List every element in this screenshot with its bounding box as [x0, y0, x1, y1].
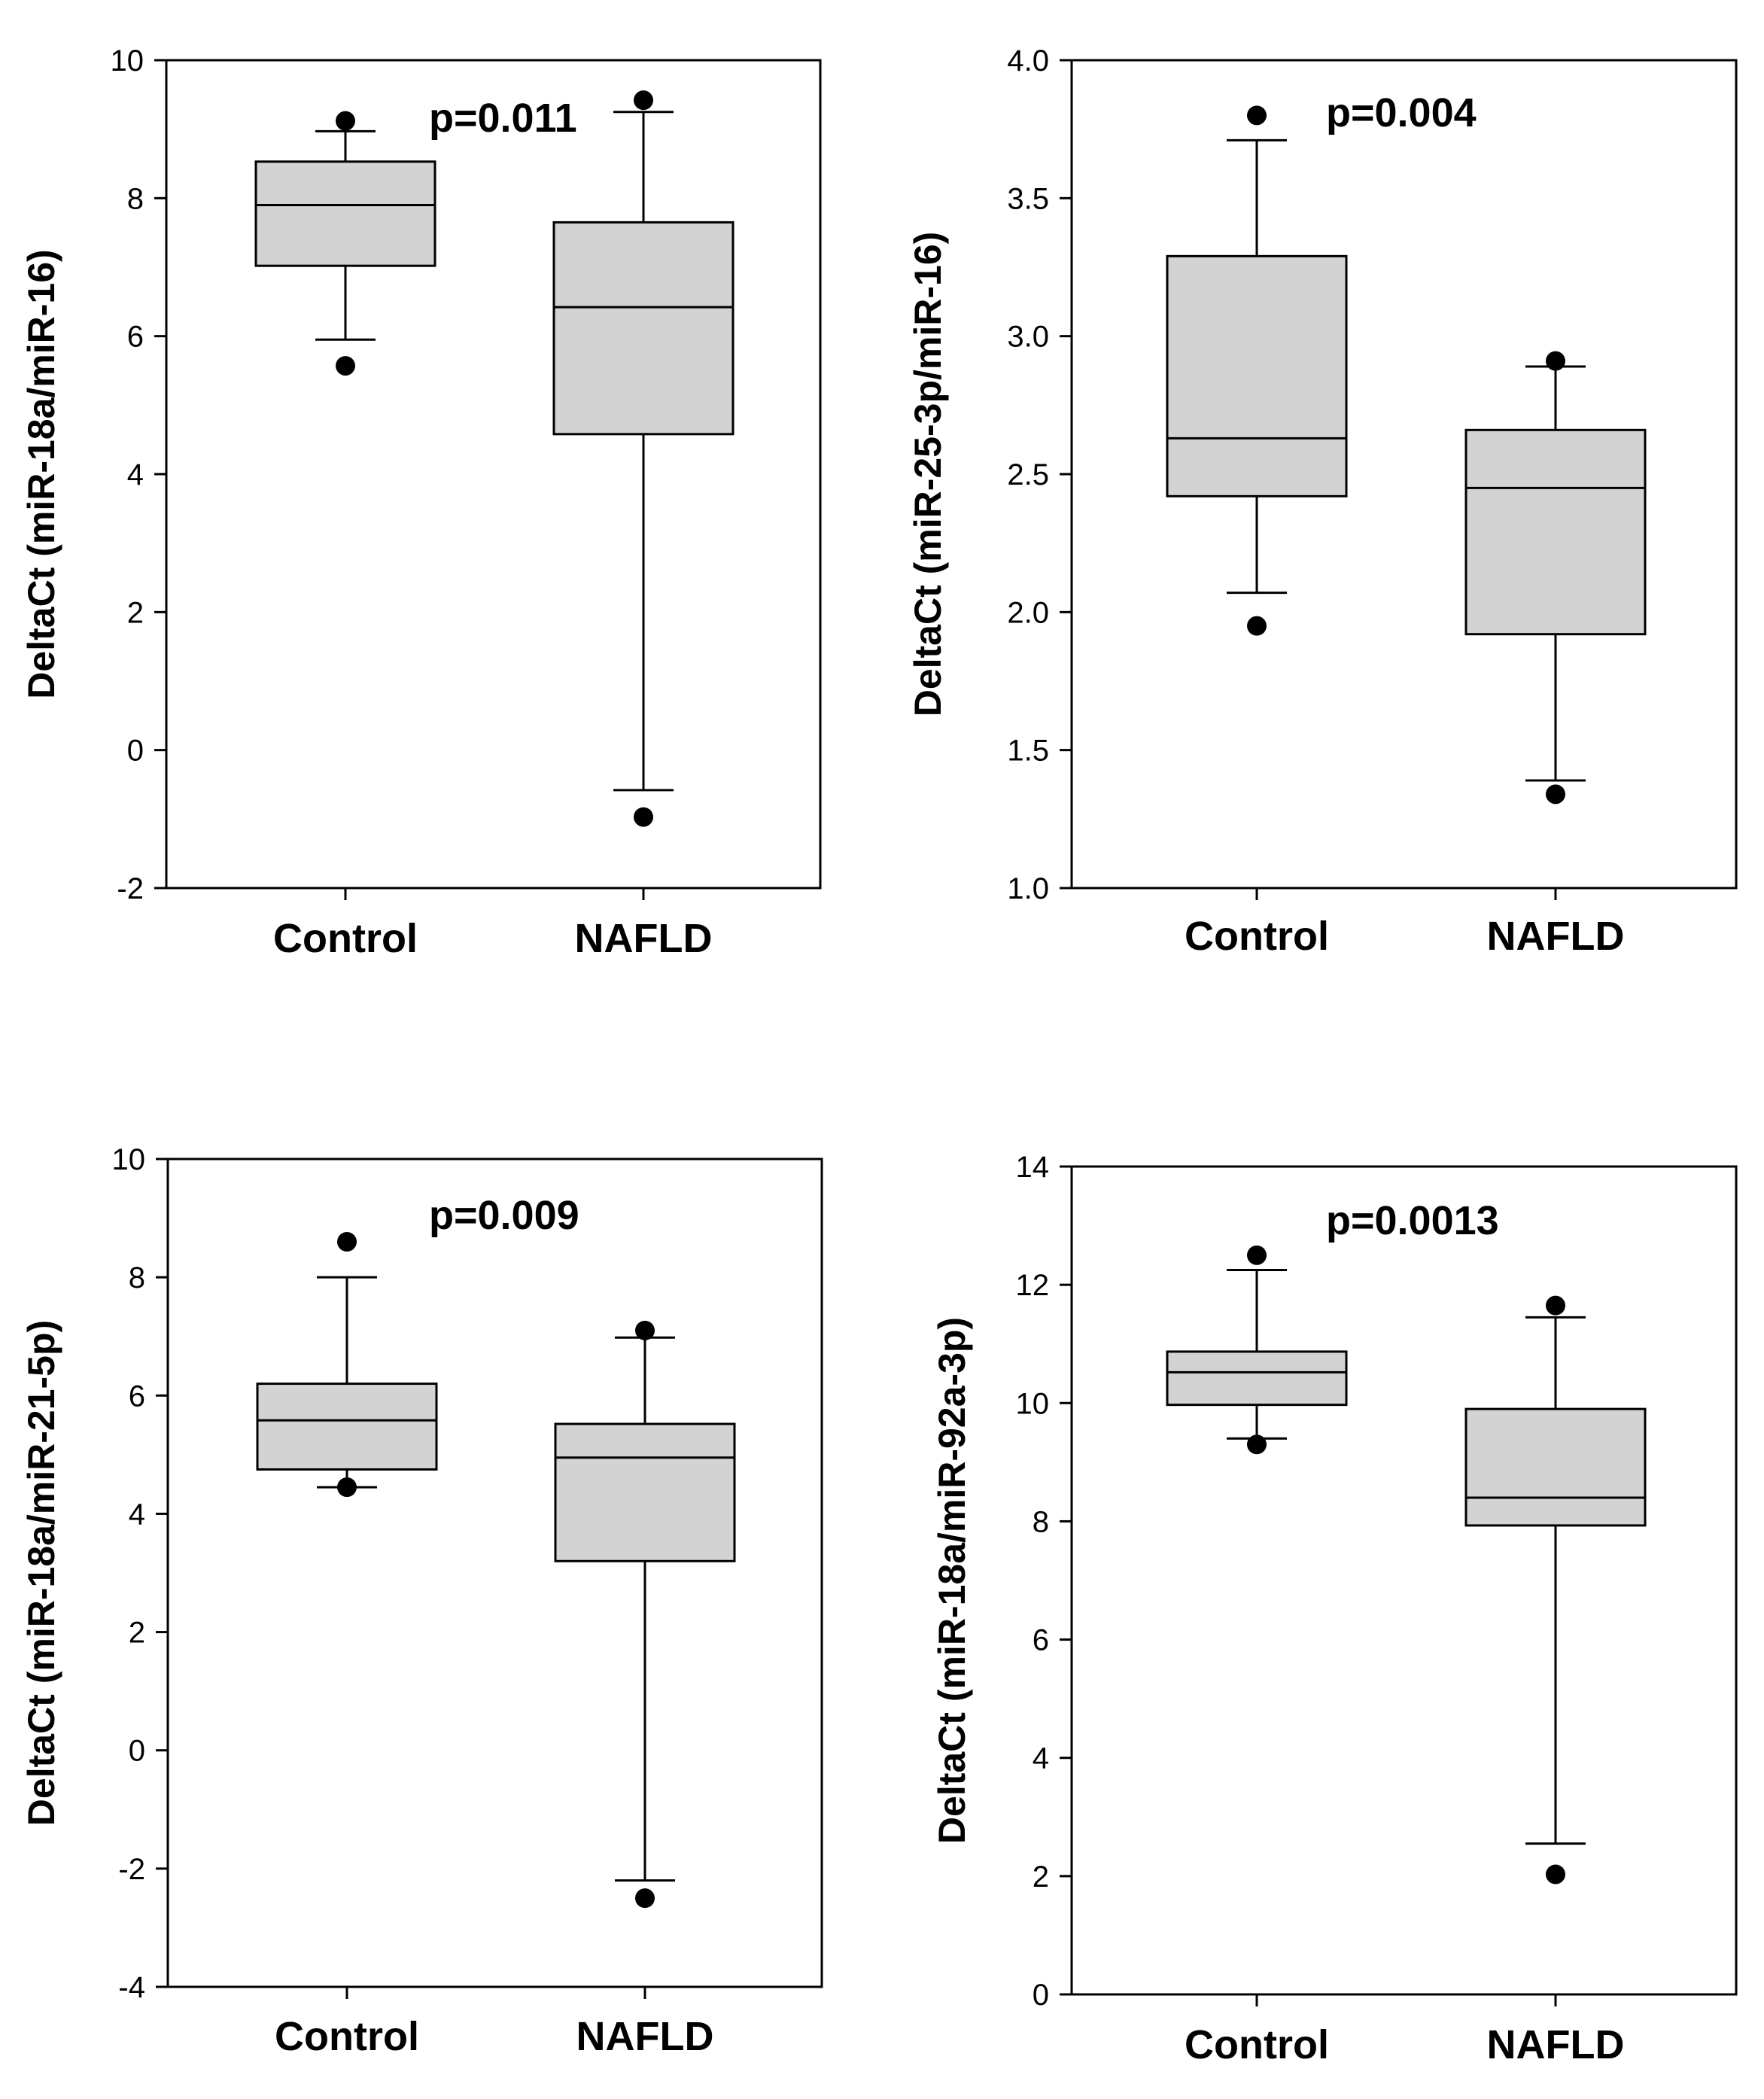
x-category-label: Control [1185, 914, 1329, 959]
y-tick-label: -4 [118, 1971, 145, 2004]
x-category-label: Control [275, 2014, 419, 2059]
y-tick-label: 4.0 [1007, 44, 1049, 78]
outlier-point [634, 807, 653, 827]
outlier-point [1247, 105, 1267, 126]
panel-3: -4 -2 0 2 4 6 8 10 DeltaCt (miR-18a/miR-21-5p) p=… [20, 1143, 823, 2059]
y-tick-label: 10 [1016, 1387, 1050, 1420]
box-control: Control [256, 1232, 438, 2059]
y-axis-title: DeltaCt (miR-18a/miR-92a-3p) [931, 1317, 973, 1844]
outlier-point [1546, 351, 1565, 371]
y-tick-label: 10 [112, 1143, 146, 1176]
y-tick-label: 1.0 [1007, 872, 1049, 905]
x-category-label: NAFLD [1487, 2022, 1625, 2067]
y-tick-label: 4 [129, 1498, 145, 1531]
panel-1: -2 0 2 4 6 8 10 DeltaCt (miR-18a/miR-16) p=0.011… [20, 44, 822, 961]
outlier-point [1546, 1864, 1565, 1885]
x-category-label: NAFLD [576, 2014, 714, 2059]
y-tick-label: 2 [1033, 1860, 1049, 1894]
y-tick-label: 3.5 [1007, 182, 1049, 215]
y-tick-label: 8 [1033, 1505, 1049, 1538]
y-tick-label: 2.0 [1007, 596, 1049, 629]
y-tick-label: -2 [118, 1853, 145, 1886]
outlier-point [337, 1232, 357, 1252]
y-tick-label: 2.5 [1007, 458, 1049, 491]
iqr-box [1166, 254, 1348, 497]
iqr-box [1464, 428, 1647, 636]
iqr-box [1464, 1407, 1647, 1527]
y-tick-label: 14 [1016, 1151, 1050, 1184]
box-control: Control [254, 111, 436, 961]
x-category-label: Control [273, 916, 418, 961]
y-tick-label: 0 [129, 1735, 145, 1768]
iqr-box [256, 1383, 438, 1471]
x-category-label: NAFLD [1487, 914, 1625, 959]
y-axis-title: DeltaCt (miR-25-3p/miR-16) [907, 232, 949, 717]
outlier-point [336, 111, 355, 131]
y-tick-label: 6 [129, 1380, 145, 1413]
iqr-box [254, 160, 436, 267]
box-control: Control [1166, 105, 1348, 959]
outlier-point [1546, 1295, 1565, 1316]
y-axis-title: DeltaCt (miR-18a/miR-16) [20, 249, 62, 698]
outlier-point [337, 1477, 357, 1498]
box-nafld: NAFLD [1464, 1295, 1647, 2067]
y-axis-title: DeltaCt (miR-18a/miR-21-5p) [20, 1320, 62, 1826]
outlier-point [1546, 784, 1565, 805]
x-category-label: NAFLD [575, 916, 713, 961]
outlier-point [635, 1320, 655, 1340]
p-value-annotation: p=0.011 [429, 96, 577, 141]
outlier-point [336, 356, 355, 376]
y-tick-label: 6 [1033, 1624, 1049, 1657]
outlier-point [634, 90, 653, 111]
box-nafld: NAFLD [552, 90, 734, 961]
outlier-point [635, 1888, 655, 1909]
y-tick-label: 2 [129, 1617, 145, 1650]
y-tick-label: 12 [1016, 1269, 1050, 1302]
y-tick-label: 10 [111, 44, 144, 78]
outlier-point [1247, 1245, 1267, 1265]
y-tick-label: 3.0 [1007, 321, 1049, 354]
y-tick-label: 4 [127, 458, 144, 491]
p-value-annotation: p=0.0013 [1326, 1198, 1499, 1243]
iqr-box [1166, 1350, 1348, 1407]
y-tick-label: -2 [117, 872, 144, 905]
outlier-point [1247, 1434, 1267, 1455]
y-tick-label: 8 [127, 182, 144, 215]
x-category-label: Control [1185, 2022, 1329, 2067]
panel-2: 1.0 1.5 2.0 2.5 3.0 3.5 4.0 DeltaCt (miR-25-3p/… [907, 44, 1738, 959]
y-tick-label: 2 [127, 596, 144, 629]
iqr-box [552, 221, 734, 436]
panel-4: 0 2 4 6 8 10 12 14 DeltaCt (miR-18a/miR-92a-3p) p… [931, 1151, 1738, 2067]
plot-frame [1070, 1165, 1738, 1996]
iqr-box [554, 1422, 736, 1562]
box-nafld: NAFLD [554, 1320, 736, 2059]
plot-frame [166, 1157, 823, 1988]
y-tick-label: 4 [1033, 1742, 1049, 1775]
y-tick-label: 6 [127, 321, 144, 354]
y-tick-label: 0 [127, 735, 144, 768]
outlier-point [1247, 616, 1267, 636]
y-tick-label: 8 [129, 1261, 145, 1294]
y-tick-label: 1.5 [1007, 735, 1049, 768]
box-control: Control [1166, 1245, 1348, 2067]
p-value-annotation: p=0.004 [1326, 90, 1477, 135]
p-value-annotation: p=0.009 [429, 1193, 579, 1238]
y-tick-label: 0 [1033, 1979, 1049, 2012]
box-nafld: NAFLD [1464, 351, 1647, 959]
